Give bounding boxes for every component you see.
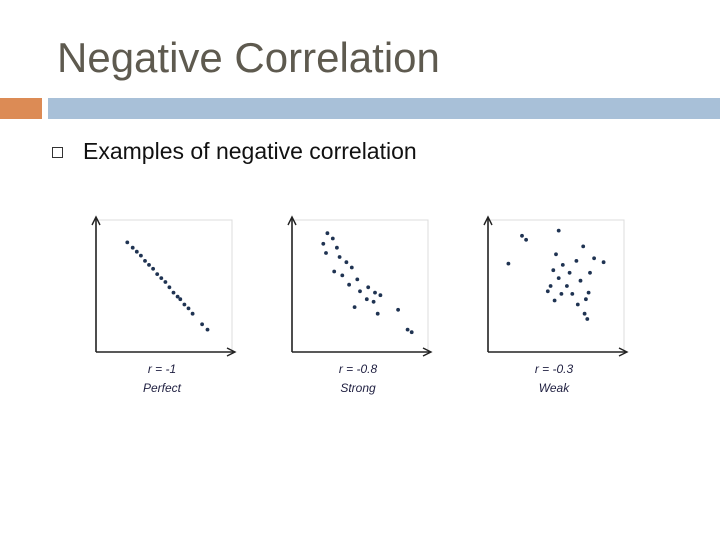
data-point <box>337 255 342 259</box>
data-point <box>506 261 511 266</box>
data-point <box>151 266 156 271</box>
correlation-value: r = -1 <box>148 362 176 376</box>
data-point <box>182 302 187 307</box>
scatter-plot-perfect: r = -1 Perfect <box>91 215 237 395</box>
bullet-text: Examples of negative correlation <box>83 137 417 164</box>
y-axis-arrow-icon <box>91 215 101 226</box>
data-point <box>358 289 362 294</box>
data-point <box>548 284 553 288</box>
data-point <box>155 272 160 276</box>
data-point <box>552 298 557 303</box>
data-point <box>373 290 377 295</box>
data-point <box>178 297 183 302</box>
data-point <box>364 297 369 302</box>
data-point <box>601 260 606 265</box>
data-point <box>524 237 528 242</box>
data-point <box>559 292 564 296</box>
bullet-item: Examples of negative correlation <box>52 136 417 166</box>
data-point <box>560 263 565 267</box>
data-point <box>349 265 354 270</box>
data-point <box>585 317 590 321</box>
correlation-strength-label: Weak <box>539 381 570 395</box>
scatter-plot-strong: r = -0.8 Strong <box>287 215 433 395</box>
plot-frame <box>95 219 233 353</box>
data-point <box>570 292 575 296</box>
data-point <box>332 269 337 274</box>
data-point <box>175 294 180 299</box>
data-point <box>335 245 339 250</box>
data-point <box>205 327 210 332</box>
data-point <box>586 290 591 295</box>
data-point <box>578 278 583 283</box>
data-point <box>409 330 414 335</box>
data-point <box>139 253 143 258</box>
correlation-strength-label: Strong <box>340 381 376 395</box>
data-point <box>371 299 376 304</box>
data-point <box>545 289 550 294</box>
accent-bar-orange <box>0 98 42 119</box>
data-point <box>130 245 135 250</box>
y-axis-arrow-icon <box>287 215 297 226</box>
data-point <box>355 277 360 282</box>
data-point <box>167 285 172 290</box>
data-point <box>163 280 168 284</box>
data-point <box>567 270 572 275</box>
data-point <box>190 311 195 316</box>
data-point <box>581 244 586 249</box>
data-point <box>324 251 328 255</box>
data-point <box>352 305 357 309</box>
data-point <box>582 311 587 316</box>
data-point <box>340 273 345 278</box>
slide-title: Negative Correlation <box>57 34 440 81</box>
data-point <box>378 293 383 298</box>
data-point <box>551 268 556 273</box>
plot-frame <box>487 219 625 353</box>
data-point <box>321 241 326 246</box>
correlation-strength-label: Perfect <box>143 381 182 395</box>
data-point <box>171 290 176 295</box>
data-point <box>147 263 151 267</box>
x-axis-arrow-icon <box>422 347 433 357</box>
data-point <box>556 228 561 233</box>
correlation-value: r = -0.3 <box>535 362 574 376</box>
data-point <box>143 259 147 263</box>
data-point <box>330 236 335 241</box>
data-point <box>159 276 164 280</box>
data-point <box>200 322 205 327</box>
correlation-value: r = -0.8 <box>339 362 378 376</box>
data-point <box>375 311 380 316</box>
scatter-plot-weak: r = -0.3 Weak <box>483 215 629 395</box>
bullet-square-icon <box>52 146 63 158</box>
x-axis-arrow-icon <box>226 347 237 357</box>
data-point <box>592 256 596 261</box>
data-point <box>584 297 588 302</box>
data-point <box>405 327 410 332</box>
data-point <box>186 306 191 311</box>
data-point <box>520 233 524 238</box>
data-point <box>565 284 569 288</box>
data-point <box>347 282 351 287</box>
data-point <box>588 270 592 275</box>
data-point <box>556 276 561 280</box>
plot-frame <box>291 219 429 353</box>
data-point <box>574 259 579 263</box>
data-point <box>325 231 330 236</box>
data-point <box>575 302 580 307</box>
data-point <box>366 285 371 290</box>
y-axis-arrow-icon <box>483 215 493 226</box>
data-point <box>554 252 558 257</box>
x-axis-arrow-icon <box>618 347 629 357</box>
data-point <box>125 240 130 245</box>
accent-bar-blue <box>48 98 720 119</box>
data-point <box>344 260 349 265</box>
data-point <box>396 307 400 312</box>
data-point <box>134 249 139 254</box>
